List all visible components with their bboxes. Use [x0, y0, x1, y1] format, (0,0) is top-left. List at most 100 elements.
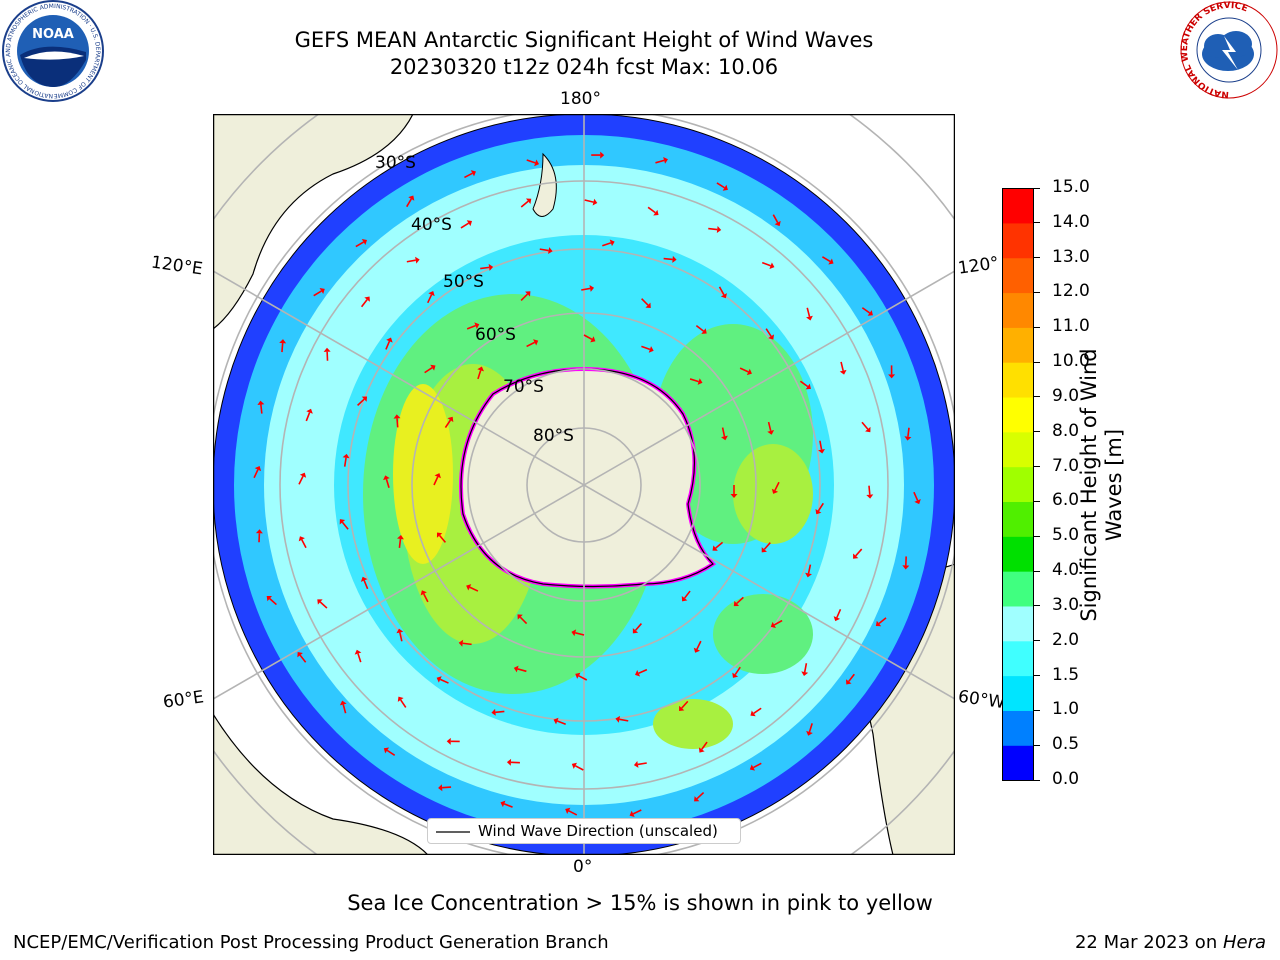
wind-wave-arrowhead: [525, 198, 532, 204]
wind-wave-arrow: [767, 421, 772, 432]
wind-wave-arrowhead: [761, 547, 767, 553]
colorbar-segment: [1002, 675, 1034, 711]
wind-wave-arrow: [423, 593, 429, 603]
colorbar-segment: [1002, 396, 1034, 433]
wind-wave-arrowhead: [458, 639, 464, 647]
wind-wave-arrow: [400, 699, 407, 708]
colorbar-segment: [1002, 431, 1034, 468]
wind-wave-arrow: [386, 749, 396, 756]
wind-wave-arrowhead: [615, 715, 621, 723]
colorbar-segment: [1002, 292, 1034, 328]
wind-wave-arrow: [701, 741, 708, 750]
meridians: [213, 114, 955, 855]
wind-wave-arrowhead: [632, 628, 639, 634]
wind-wave-arrowhead: [415, 256, 420, 264]
colorbar-tick-label: 12.0: [1052, 281, 1090, 302]
wind-wave-arrow: [574, 765, 584, 771]
colorbar-tick-mark: [1034, 431, 1040, 433]
lon-label-0: 0°: [573, 857, 593, 877]
colorbar-segment: [1002, 605, 1034, 642]
colorbar-segment: [1002, 571, 1034, 607]
wind-wave-arrow: [763, 542, 771, 550]
wind-wave-arrow: [683, 590, 691, 599]
wind-wave-arrowhead: [575, 672, 581, 679]
colorbar-tick-label: 0.0: [1052, 769, 1080, 789]
lon-label-120w: 120°: [956, 253, 1001, 279]
wind-wave-arrow: [355, 241, 364, 248]
wind-wave-arrowhead: [635, 670, 641, 677]
chart-subtitle: 20230320 t12z 024h fcst Max: 10.06: [389, 55, 779, 79]
wind-wave-arrowhead: [548, 247, 553, 255]
colorbar-tick-label: 10.0: [1052, 351, 1090, 372]
colorbar-tick-mark: [1034, 361, 1040, 363]
wind-wave-arrow: [581, 287, 591, 291]
wind-wave-arrow: [819, 440, 823, 450]
wind-wave-arrowhead: [806, 315, 813, 321]
wind-wave-arrowhead: [571, 762, 578, 769]
wind-wave-arrow: [260, 404, 263, 414]
wind-wave-arrowhead: [436, 676, 442, 683]
wind-wave-arrow: [638, 668, 648, 674]
colorbar-tick-mark: [1034, 779, 1040, 781]
wind-wave-arrow: [734, 666, 741, 676]
wind-wave-arrowhead: [525, 291, 531, 297]
lat-label-50s: 50°S: [443, 272, 484, 292]
wind-wave-arrowhead: [645, 302, 651, 308]
wind-wave-arrowhead: [254, 466, 262, 472]
colorbar: [1002, 188, 1034, 781]
wind-wave-arrowhead: [828, 258, 834, 265]
wind-wave-arrowhead: [438, 784, 443, 792]
colorbar-tick-mark: [1034, 187, 1040, 189]
wind-wave-arrowhead: [589, 284, 595, 292]
wind-wave-arrow: [736, 596, 744, 605]
wind-wave-arrowhead: [299, 472, 307, 478]
wind-wave-arrowhead: [750, 710, 756, 717]
wind-wave-arrow: [464, 172, 473, 179]
wind-wave-arrow: [385, 478, 390, 488]
wind-wave-arrowhead: [806, 730, 813, 736]
wind-wave-arrowhead: [279, 339, 287, 344]
wind-wave-arrowhead: [865, 426, 871, 433]
wind-wave-arrowhead: [506, 758, 512, 766]
colorbar-segment: [1002, 710, 1034, 746]
wind-wave-arrow: [808, 723, 813, 733]
wind-wave-arrow: [840, 361, 844, 371]
wind-wave-arrow: [433, 476, 439, 486]
polar-map: 30°S 40°S 50°S 60°S 70°S 80°S: [213, 114, 955, 855]
wind-wave-arrow: [715, 541, 724, 549]
wind-wave-arrowhead: [768, 334, 775, 340]
wind-wave-arrow: [357, 653, 362, 663]
colorbar-segment: [1002, 501, 1034, 537]
wind-wave-arrowhead: [592, 198, 598, 206]
wind-wave-arrowhead: [306, 408, 313, 414]
wind-wave-arrowhead: [888, 374, 896, 379]
wind-wave-arrowhead: [319, 288, 325, 294]
wind-wave-arrowhead: [722, 184, 728, 191]
wind-wave-arrow: [752, 762, 762, 769]
wind-wave-arrow: [526, 341, 535, 348]
wind-wave-arrow: [632, 809, 642, 815]
wind-wave-arrowhead: [801, 671, 809, 677]
wind-wave-arrow: [773, 619, 783, 626]
colorbar-segment: [1002, 257, 1034, 294]
wind-wave-arrowhead: [853, 553, 859, 559]
wind-wave-arrowhead: [875, 620, 882, 627]
wind-wave-arrowhead: [600, 151, 605, 159]
wind-wave-arrowhead: [428, 291, 435, 297]
wind-wave-arrowhead: [361, 239, 368, 246]
wind-wave-arrow: [313, 290, 322, 297]
map-legend: Wind Wave Direction (unscaled): [427, 818, 741, 844]
colorbar-tick-mark: [1034, 396, 1040, 398]
wind-wave-arrowhead: [730, 494, 738, 498]
wind-wave-arrowhead: [590, 336, 596, 343]
svg-text:NOAA: NOAA: [32, 27, 74, 42]
wind-wave-arrowhead: [774, 220, 781, 227]
wind-wave-arrowhead: [663, 157, 668, 164]
colorbar-segment: [1002, 362, 1034, 398]
wind-wave-arrowhead: [805, 383, 811, 390]
wind-wave-arrowhead: [386, 337, 393, 343]
wind-wave-arrows: [253, 151, 921, 818]
colorbar-segment: [1002, 536, 1034, 572]
wind-wave-arrow: [861, 421, 869, 430]
wind-wave-arrow: [480, 266, 490, 270]
